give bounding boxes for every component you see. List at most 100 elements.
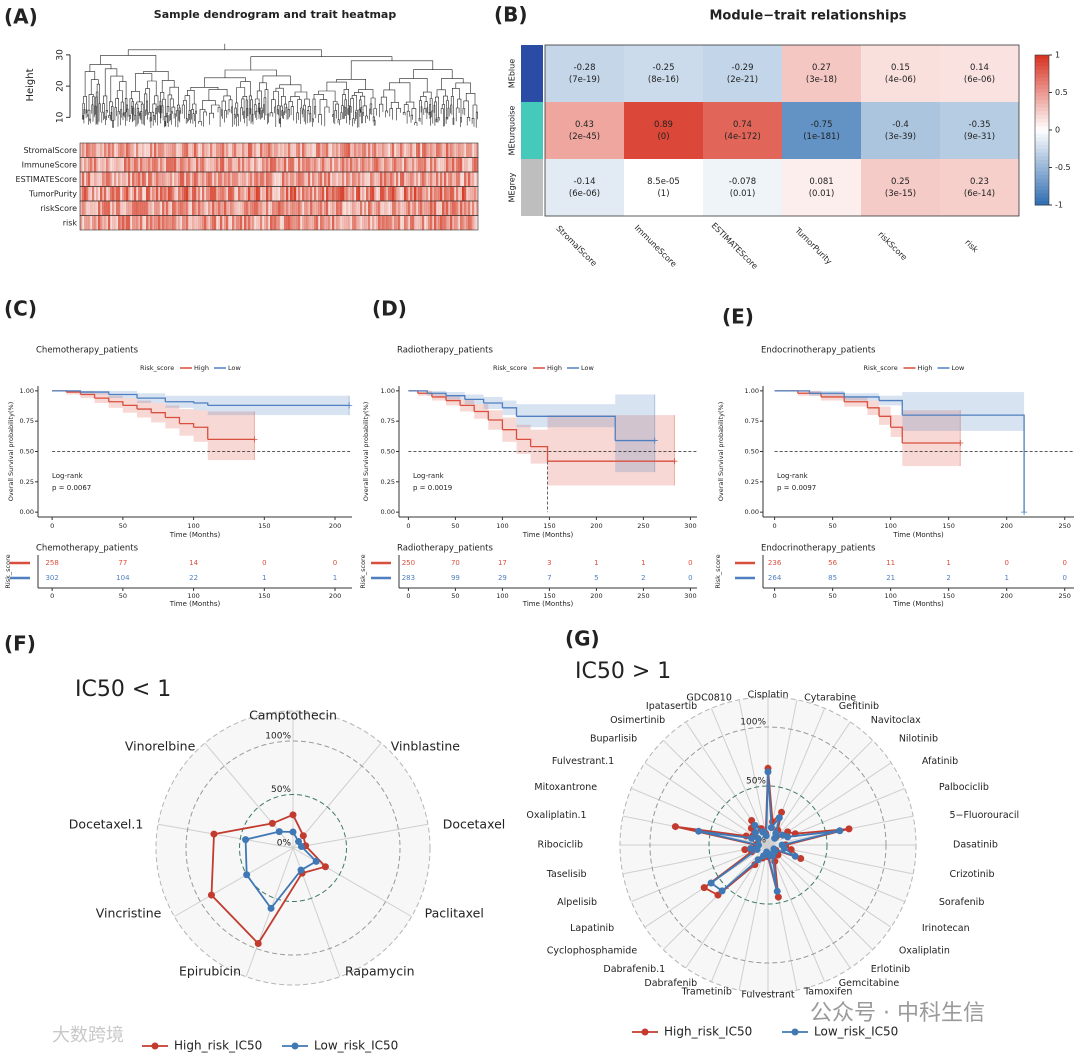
trait-stripe <box>192 215 195 230</box>
trait-stripe <box>334 201 337 216</box>
trait-stripe <box>330 172 333 187</box>
colorbar-step <box>1035 182 1049 187</box>
y-axis-label: Overall Survival probability(%) <box>717 402 725 502</box>
trait-stripe <box>354 143 357 158</box>
trait-stripe <box>380 201 383 216</box>
risk-table-x-tick-label: 50 <box>451 592 459 600</box>
trait-stripe <box>300 143 303 158</box>
trait-stripe <box>152 143 155 158</box>
trait-stripe <box>238 172 241 187</box>
trait-stripe <box>274 215 277 230</box>
trait-stripe <box>250 172 253 187</box>
trait-stripe <box>186 186 189 201</box>
trait-stripe <box>108 143 111 158</box>
trait-stripe <box>248 186 251 201</box>
spoke <box>767 721 851 846</box>
category-label: GDC0810 <box>686 692 732 703</box>
trait-stripe <box>94 215 97 230</box>
trait-stripe <box>304 157 307 172</box>
y-tick-label: 30 <box>56 49 66 61</box>
trait-stripe <box>110 157 113 172</box>
trait-stripe <box>82 215 85 230</box>
trait-stripe <box>176 172 179 187</box>
trait-stripe <box>348 143 351 158</box>
legend-label: High <box>547 364 562 372</box>
trait-stripe <box>400 172 403 187</box>
trait-stripe <box>394 157 397 172</box>
trait-stripe <box>286 186 289 201</box>
trait-stripe <box>468 215 471 230</box>
trait-stripe <box>412 186 415 201</box>
category-label: Nilotinib <box>899 733 938 744</box>
trait-stripe <box>102 157 105 172</box>
trait-stripe <box>290 157 293 172</box>
trait-stripe <box>218 172 221 187</box>
trait-stripe <box>90 143 93 158</box>
trait-stripe <box>372 157 375 172</box>
trait-stripe <box>174 157 177 172</box>
trait-stripe <box>110 172 113 187</box>
trait-stripe <box>244 215 247 230</box>
trait-stripe <box>96 186 99 201</box>
trait-stripe <box>354 215 357 230</box>
trait-stripe <box>252 201 255 216</box>
trait-stripe <box>396 186 399 201</box>
trait-stripe <box>110 186 113 201</box>
trait-stripe <box>338 186 341 201</box>
trait-stripe <box>110 201 113 216</box>
trait-stripe <box>210 201 213 216</box>
trait-stripe <box>124 186 127 201</box>
at-risk-count: 1 <box>946 559 950 567</box>
cell-p-value: (9e-31) <box>964 132 995 142</box>
r-tick-label: 0% <box>277 839 292 849</box>
trait-stripe <box>284 186 287 201</box>
trait-stripe <box>316 215 319 230</box>
trait-stripe <box>132 201 135 216</box>
trait-stripe <box>448 143 451 158</box>
trait-stripe <box>354 186 357 201</box>
category-label: Crizotinib <box>949 869 994 880</box>
trait-stripe <box>392 186 395 201</box>
trait-stripe <box>156 201 159 216</box>
trait-stripe <box>120 143 123 158</box>
colorbar-step <box>1035 133 1049 138</box>
survival-step <box>108 393 138 399</box>
trait-stripe <box>94 143 97 158</box>
trait-stripe <box>434 143 437 158</box>
trait-stripe <box>218 201 221 216</box>
trait-stripe <box>184 215 187 230</box>
survival-step <box>516 415 616 441</box>
cell-value: 0.14 <box>970 63 989 73</box>
x-tick-label: 0 <box>50 522 54 530</box>
cell-value: 0.15 <box>891 63 910 73</box>
trait-stripe <box>460 172 463 187</box>
x-axis-label: Time (Months) <box>522 531 574 539</box>
trait-stripe <box>164 157 167 172</box>
trait-stripe <box>150 201 153 216</box>
trait-stripe <box>170 186 173 201</box>
annotation: p = 0.0019 <box>413 484 452 492</box>
colorbar-step <box>1035 55 1049 60</box>
trait-stripe <box>360 201 363 216</box>
annotation: p = 0.0097 <box>777 484 816 492</box>
trait-stripe <box>360 172 363 187</box>
trait-stripe <box>470 143 473 158</box>
trait-stripe <box>462 172 465 187</box>
trait-stripe <box>426 186 429 201</box>
trait-stripe <box>242 186 245 201</box>
trait-stripe <box>390 201 393 216</box>
spoke <box>767 844 826 982</box>
trait-stripe <box>364 215 367 230</box>
trait-stripe <box>140 157 143 172</box>
risk-table-x-tick-label: 150 <box>258 592 270 600</box>
trait-stripe <box>248 215 251 230</box>
trait-stripe <box>212 201 215 216</box>
trait-stripe <box>194 172 197 187</box>
trait-stripe <box>432 143 435 158</box>
trait-stripe <box>108 172 111 187</box>
confidence-band <box>890 415 903 437</box>
survival-step <box>193 426 209 440</box>
trait-stripe <box>170 215 173 230</box>
r-tick-label: 50% <box>746 777 766 787</box>
trait-stripe <box>260 172 263 187</box>
